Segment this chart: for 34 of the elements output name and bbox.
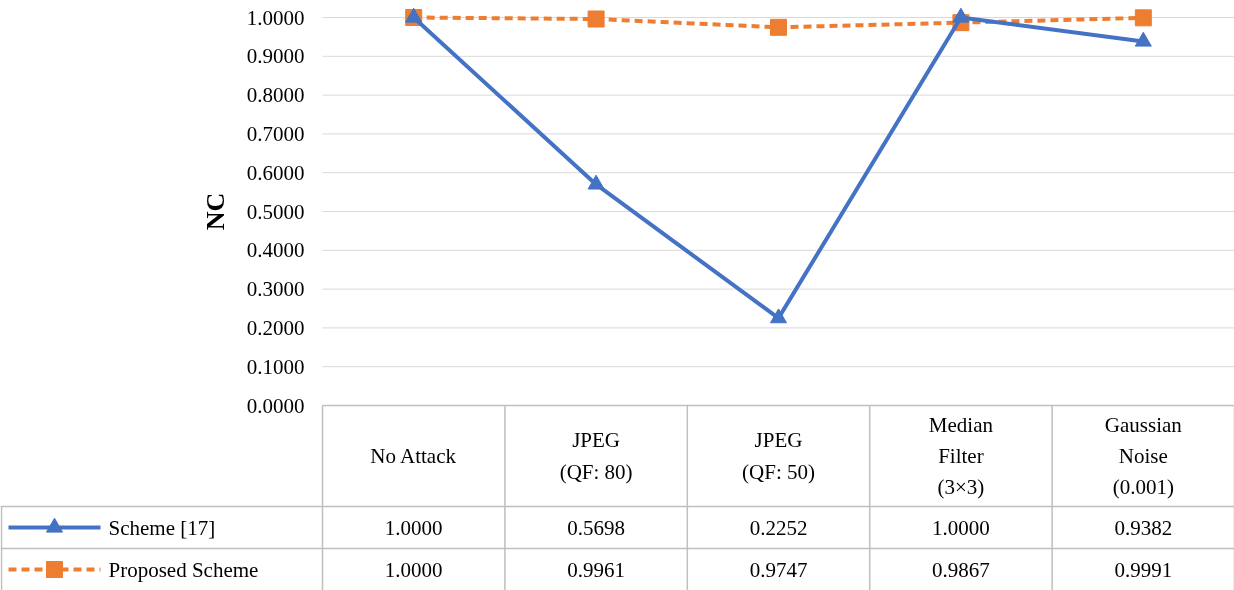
y-tick-label: 0.2000 [246,315,305,340]
point [1134,9,1152,27]
y-tick-label: 0.8000 [246,83,305,108]
y-tick-label: 0.4000 [246,238,305,263]
x-tick-label: Gaussian Noise (0.001) [1104,412,1183,500]
x-tick-label: JPEG (QF: 50) [742,428,815,484]
data-label: 1.0000 [932,515,990,540]
data-label: 0.9747 [749,557,808,582]
legend-label: Scheme [17] [108,515,216,540]
data-label: 0.5698 [567,515,625,540]
y-tick-label: 0.0000 [246,393,305,418]
data-label: 1.0000 [384,557,443,582]
data-label: 0.9382 [1114,515,1173,540]
y-tick-label: 1.0000 [246,5,305,30]
data-label: 0.9867 [932,557,990,582]
point [770,18,787,36]
data-label: 0.9961 [567,557,625,582]
y-tick-label: 0.1000 [246,354,305,379]
y-tick-label: 0.9000 [246,44,305,69]
y-tick-label: 0.6000 [246,160,305,185]
data-label: 1.0000 [384,515,443,540]
data-label: 0.9991 [1114,557,1173,582]
x-tick-label: JPEG (QF: 80) [559,428,633,484]
y-tick-label: 0.7000 [246,121,305,146]
point [587,174,605,190]
x-tick-label: No Attack [370,444,457,468]
y-axis-title: NC [201,192,230,231]
y-tick-label: 0.3000 [246,277,305,302]
point [587,10,605,28]
data-label: 0.2252 [749,515,808,540]
x-tick-label: Median Filter (3×3) [928,412,994,500]
point [770,308,787,324]
y-tick-label: 0.5000 [246,199,305,224]
legend-label: Proposed Scheme [108,557,259,582]
